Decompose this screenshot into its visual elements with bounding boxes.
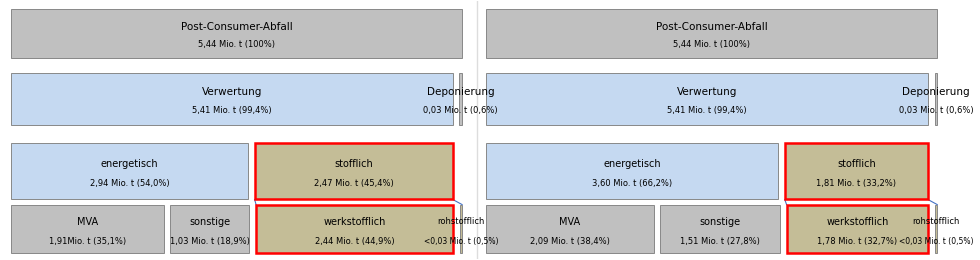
FancyBboxPatch shape — [11, 73, 453, 125]
Text: 5,41 Mio. t (99,4%): 5,41 Mio. t (99,4%) — [667, 106, 747, 115]
FancyBboxPatch shape — [935, 73, 937, 125]
Text: 2,09 Mio. t (38,4%): 2,09 Mio. t (38,4%) — [530, 237, 610, 246]
FancyBboxPatch shape — [256, 205, 453, 254]
Text: 5,44 Mio. t (100%): 5,44 Mio. t (100%) — [673, 40, 750, 49]
Text: 2,44 Mio. t (44,9%): 2,44 Mio. t (44,9%) — [315, 237, 394, 246]
FancyBboxPatch shape — [486, 9, 937, 58]
Text: sonstige: sonstige — [700, 217, 741, 227]
Text: stofflich: stofflich — [837, 159, 876, 169]
FancyBboxPatch shape — [661, 205, 780, 254]
FancyBboxPatch shape — [486, 73, 928, 125]
Text: 2,94 Mio. t (54,0%): 2,94 Mio. t (54,0%) — [89, 179, 170, 188]
Text: <0,03 Mio. t (0,5%): <0,03 Mio. t (0,5%) — [423, 237, 498, 246]
Text: 1,03 Mio. t (18,9%): 1,03 Mio. t (18,9%) — [170, 237, 250, 246]
Text: 1,91Mio. t (35,1%): 1,91Mio. t (35,1%) — [49, 237, 125, 246]
FancyBboxPatch shape — [935, 205, 937, 254]
Text: Verwertung: Verwertung — [202, 87, 262, 98]
FancyBboxPatch shape — [11, 143, 248, 199]
Text: MVA: MVA — [76, 217, 98, 227]
Text: <0,03 Mio. t (0,5%): <0,03 Mio. t (0,5%) — [899, 237, 973, 246]
FancyBboxPatch shape — [255, 143, 453, 199]
Text: Deponierung: Deponierung — [902, 87, 969, 98]
Text: 2,47 Mio. t (45,4%): 2,47 Mio. t (45,4%) — [314, 179, 394, 188]
FancyBboxPatch shape — [785, 143, 928, 199]
FancyBboxPatch shape — [787, 205, 928, 254]
FancyBboxPatch shape — [460, 205, 463, 254]
Text: 1,81 Mio. t (33,2%): 1,81 Mio. t (33,2%) — [816, 179, 897, 188]
Text: MVA: MVA — [560, 217, 580, 227]
Text: Deponierung: Deponierung — [427, 87, 495, 98]
Text: 5,44 Mio. t (100%): 5,44 Mio. t (100%) — [198, 40, 275, 49]
Text: 5,41 Mio. t (99,4%): 5,41 Mio. t (99,4%) — [192, 106, 271, 115]
Text: 1,51 Mio. t (27,8%): 1,51 Mio. t (27,8%) — [680, 237, 760, 246]
FancyBboxPatch shape — [11, 9, 463, 58]
FancyBboxPatch shape — [460, 73, 463, 125]
Text: Post-Consumer-Abfall: Post-Consumer-Abfall — [180, 22, 292, 32]
Text: werkstofflich: werkstofflich — [323, 217, 386, 227]
Text: sonstige: sonstige — [189, 217, 230, 227]
Text: energetisch: energetisch — [604, 159, 661, 169]
FancyBboxPatch shape — [171, 205, 249, 254]
Text: 3,60 Mio. t (66,2%): 3,60 Mio. t (66,2%) — [592, 179, 672, 188]
Text: 0,03 Mio. t (0,6%): 0,03 Mio. t (0,6%) — [423, 106, 498, 115]
Text: rohstofflich: rohstofflich — [912, 217, 959, 226]
Text: Verwertung: Verwertung — [677, 87, 737, 98]
Text: werkstofflich: werkstofflich — [826, 217, 889, 227]
Text: rohstofflich: rohstofflich — [437, 217, 485, 226]
Text: 0,03 Mio. t (0,6%): 0,03 Mio. t (0,6%) — [899, 106, 973, 115]
Text: energetisch: energetisch — [101, 159, 158, 169]
Text: Post-Consumer-Abfall: Post-Consumer-Abfall — [656, 22, 767, 32]
FancyBboxPatch shape — [11, 205, 164, 254]
Text: 1,78 Mio. t (32,7%): 1,78 Mio. t (32,7%) — [817, 237, 898, 246]
Text: stofflich: stofflich — [334, 159, 373, 169]
FancyBboxPatch shape — [486, 205, 654, 254]
FancyBboxPatch shape — [486, 143, 778, 199]
